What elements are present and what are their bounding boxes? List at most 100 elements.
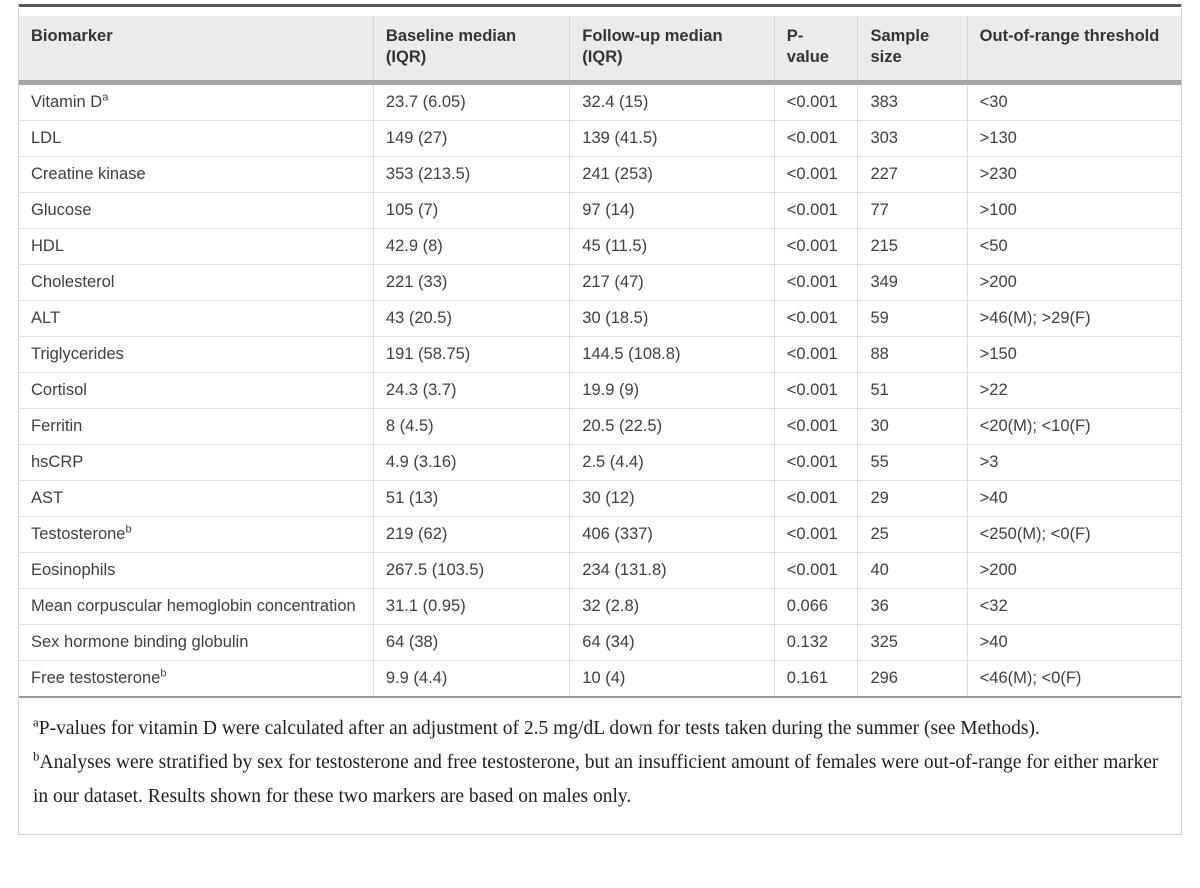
footnote-marker: b: [160, 667, 167, 680]
biomarker-cell: Free testosteroneb: [19, 660, 374, 698]
footnote-marker: b: [125, 523, 132, 536]
baseline-median-cell: 221 (33): [372, 264, 570, 301]
threshold-cell: >200: [966, 552, 1181, 589]
threshold-cell: >40: [966, 624, 1181, 661]
col-header-biomarker: Biomarker: [19, 16, 374, 85]
biomarker-cell: Creatine kinase: [19, 156, 374, 193]
table-row: AST 51 (13) 30 (12) <0.001 29 >40: [19, 480, 1181, 517]
threshold-cell: >22: [966, 372, 1181, 409]
followup-median-cell: 97 (14): [569, 192, 775, 229]
baseline-median-cell: 191 (58.75): [372, 336, 570, 373]
biomarker-results-figure: Biomarker Baseline median (IQR) Follow-u…: [18, 4, 1182, 835]
threshold-cell: >150: [966, 336, 1181, 373]
followup-median-cell: 30 (12): [569, 480, 775, 517]
baseline-median-cell: 31.1 (0.95): [372, 588, 570, 625]
sample-size-cell: 36: [857, 588, 968, 625]
sample-size-cell: 383: [857, 82, 968, 121]
table-row: ALT 43 (20.5) 30 (18.5) <0.001 59 >46(M); >29…: [19, 300, 1181, 337]
footnotes: aP-values for vitamin D were calculated …: [19, 698, 1181, 834]
biomarker-cell: AST: [19, 480, 374, 517]
baseline-median-cell: 23.7 (6.05): [372, 82, 570, 121]
threshold-cell: >130: [966, 120, 1181, 157]
p-value-cell: <0.001: [773, 408, 858, 445]
baseline-median-cell: 105 (7): [372, 192, 570, 229]
table-row: Sex hormone binding globulin 64 (38) 64 (3…: [19, 624, 1181, 661]
followup-median-cell: 2.5 (4.4): [569, 444, 775, 481]
followup-median-cell: 234 (131.8): [569, 552, 775, 589]
threshold-cell: <50: [966, 228, 1181, 265]
threshold-cell: >230: [966, 156, 1181, 193]
threshold-cell: >46(M); >29(F): [966, 300, 1181, 337]
biomarker-cell: Triglycerides: [19, 336, 374, 373]
followup-median-cell: 45 (11.5): [569, 228, 775, 265]
followup-median-cell: 144.5 (108.8): [569, 336, 775, 373]
followup-median-cell: 217 (47): [569, 264, 775, 301]
footnote: bAnalyses were stratified by sex for tes…: [33, 748, 1159, 808]
followup-median-cell: 32.4 (15): [569, 82, 775, 121]
table-row: Vitamin Da 23.7 (6.05) 32.4 (15) <0.001 383 <…: [19, 82, 1181, 121]
footnote-marker: a: [102, 91, 109, 104]
biomarker-cell: Glucose: [19, 192, 374, 229]
sample-size-cell: 349: [857, 264, 968, 301]
table-row: Cortisol 24.3 (3.7) 19.9 (9) <0.001 51 >22: [19, 372, 1181, 409]
table-row: Free testosteroneb 9.9 (4.4) 10 (4) 0.161 29…: [19, 660, 1181, 698]
col-header-sample-size: Sample size: [857, 16, 968, 85]
followup-median-cell: 139 (41.5): [569, 120, 775, 157]
followup-median-cell: 241 (253): [569, 156, 775, 193]
followup-median-cell: 20.5 (22.5): [569, 408, 775, 445]
col-header-followup-median: Follow-up median (IQR): [569, 16, 775, 85]
sample-size-cell: 88: [857, 336, 968, 373]
baseline-median-cell: 8 (4.5): [372, 408, 570, 445]
p-value-cell: <0.001: [773, 156, 858, 193]
sample-size-cell: 51: [857, 372, 968, 409]
table-row: Testosteroneb 219 (62) 406 (337) <0.001 25 <2…: [19, 516, 1181, 553]
baseline-median-cell: 9.9 (4.4): [372, 660, 570, 698]
biomarker-cell: Eosinophils: [19, 552, 374, 589]
biomarker-cell: Vitamin Da: [31, 91, 109, 111]
baseline-median-cell: 149 (27): [372, 120, 570, 157]
biomarker-cell: Ferritin: [19, 408, 374, 445]
p-value-cell: <0.001: [773, 120, 858, 157]
sample-size-cell: 30: [857, 408, 968, 445]
baseline-median-cell: 219 (62): [372, 516, 570, 553]
followup-median-cell: 32 (2.8): [569, 588, 775, 625]
biomarker-cell: hsCRP: [19, 444, 374, 481]
biomarker-cell: Sex hormone binding globulin: [19, 624, 374, 661]
footnote: aP-values for vitamin D were calculated …: [33, 714, 1040, 740]
col-header-p-value: P-value: [773, 16, 858, 85]
col-header-threshold: Out-of-range threshold: [966, 16, 1181, 85]
baseline-median-cell: 353 (213.5): [372, 156, 570, 193]
p-value-cell: <0.001: [773, 228, 858, 265]
baseline-median-cell: 4.9 (3.16): [372, 444, 570, 481]
threshold-cell: >3: [966, 444, 1181, 481]
followup-median-cell: 64 (34): [569, 624, 775, 661]
biomarker-cell: Cortisol: [19, 372, 374, 409]
table-row: Cholesterol 221 (33) 217 (47) <0.001 349 >200: [19, 264, 1181, 301]
sample-size-cell: 55: [857, 444, 968, 481]
followup-median-cell: 406 (337): [569, 516, 775, 553]
p-value-cell: <0.001: [773, 264, 858, 301]
p-value-cell: <0.001: [773, 552, 858, 589]
table-row: Creatine kinase 353 (213.5) 241 (253) <0.00…: [19, 156, 1181, 193]
sample-size-cell: 303: [857, 120, 968, 157]
sample-size-cell: 215: [857, 228, 968, 265]
p-value-cell: <0.001: [773, 480, 858, 517]
threshold-cell: <46(M); <0(F): [966, 660, 1181, 698]
p-value-cell: <0.001: [773, 516, 858, 553]
p-value-cell: 0.132: [773, 624, 858, 661]
threshold-cell: <32: [966, 588, 1181, 625]
baseline-median-cell: 43 (20.5): [372, 300, 570, 337]
threshold-cell: >200: [966, 264, 1181, 301]
sample-size-cell: 25: [857, 516, 968, 553]
footnote-marker: b: [33, 748, 40, 764]
p-value-cell: 0.161: [773, 660, 858, 698]
threshold-cell: >40: [966, 480, 1181, 517]
followup-median-cell: 10 (4): [569, 660, 775, 698]
threshold-cell: <250(M); <0(F): [966, 516, 1181, 553]
biomarker-cell: ALT: [19, 300, 374, 337]
baseline-median-cell: 42.9 (8): [372, 228, 570, 265]
p-value-cell: <0.001: [773, 300, 858, 337]
p-value-cell: <0.001: [773, 192, 858, 229]
p-value-cell: <0.001: [773, 336, 858, 373]
baseline-median-cell: 64 (38): [372, 624, 570, 661]
